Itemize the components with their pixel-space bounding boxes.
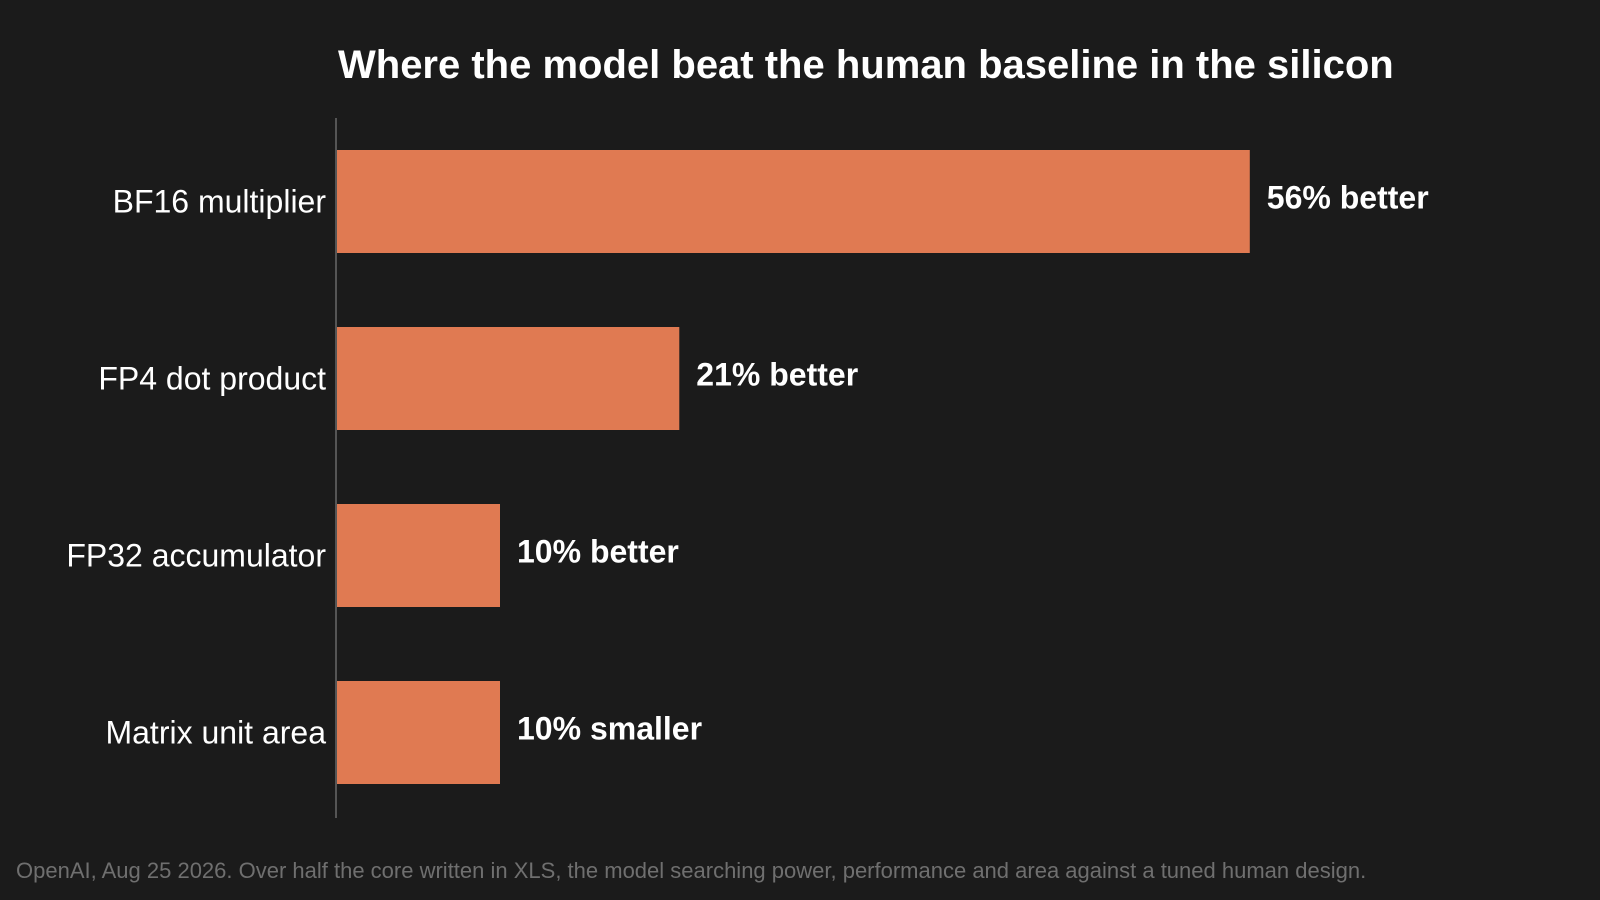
value-label-3: 10% smaller [517,711,702,747]
chart-title: Where the model beat the human baseline … [338,43,1394,87]
bars-group: BF16 multiplier 56% better FP4 dot product… [66,150,1429,784]
bar-3 [337,681,500,784]
bar-0 [337,150,1250,253]
category-label-3: Matrix unit area [105,715,326,751]
category-label-2: FP32 accumulator [66,538,326,574]
footnote: OpenAI, Aug 25 2026. Over half the core … [16,858,1367,883]
bar-2 [337,504,500,607]
category-label-1: FP4 dot product [98,361,326,397]
value-label-1: 21% better [696,357,858,393]
bar-1 [337,327,680,430]
value-label-0: 56% better [1267,180,1429,216]
value-label-2: 10% better [517,534,679,570]
category-label-0: BF16 multiplier [113,184,327,220]
